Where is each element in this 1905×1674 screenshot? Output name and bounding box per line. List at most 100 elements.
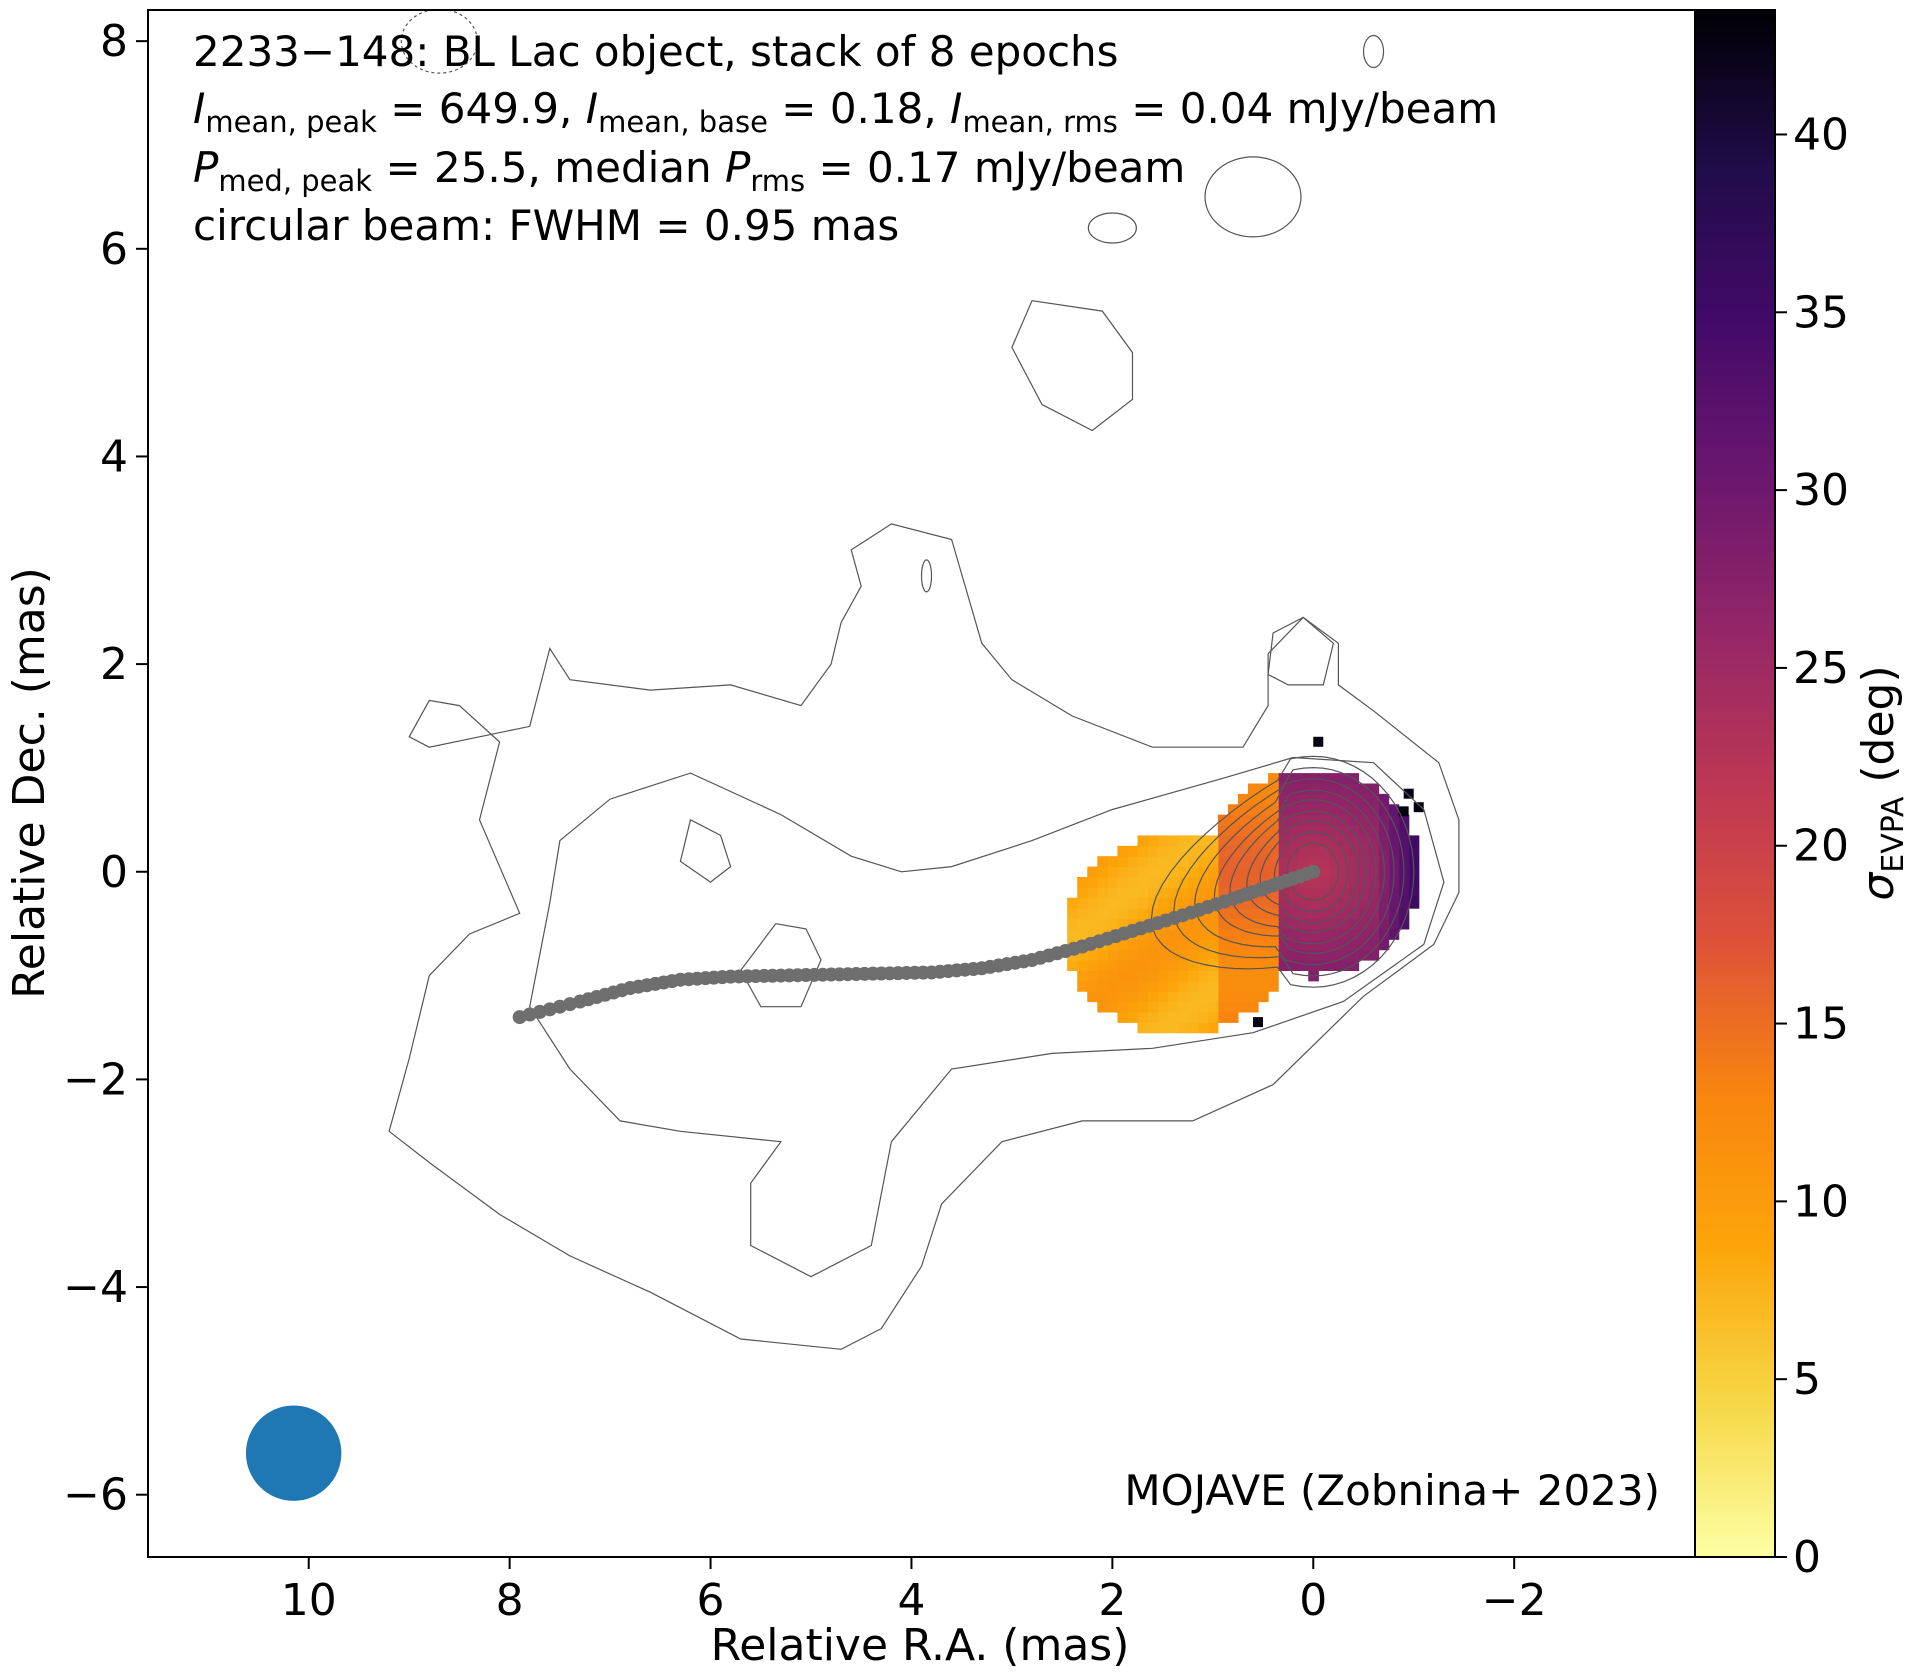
evpa-pixel <box>1167 835 1179 847</box>
evpa-pixel <box>1288 804 1299 816</box>
evpa-pixel <box>1147 1022 1159 1034</box>
evpa-pixel <box>1288 887 1299 899</box>
evpa-pixel <box>1117 991 1129 1003</box>
evpa-pixel <box>1288 835 1299 847</box>
evpa-pixel <box>1147 1001 1159 1013</box>
evpa-pixel <box>1258 835 1269 847</box>
evpa-pixel <box>1237 970 1249 982</box>
colorbar-ticks: 0 5 10 15 20 25 30 35 40 <box>1775 109 1849 1583</box>
evpa-pixel <box>1328 908 1339 920</box>
evpa-pixel <box>1067 928 1078 940</box>
evpa-pixel <box>1087 887 1098 899</box>
evpa-pixel <box>1288 773 1299 785</box>
evpa-pixel <box>1127 887 1139 899</box>
evpa-pixel <box>1237 866 1249 878</box>
evpa-pixel <box>1217 970 1229 982</box>
evpa-pixel <box>1147 960 1159 971</box>
evpa-pixel <box>1308 845 1319 857</box>
evpa-pixel <box>1157 887 1169 899</box>
colorbar-tick-label: 30 <box>1793 465 1849 516</box>
evpa-pixel <box>1187 845 1199 857</box>
evpa-pixel <box>1308 918 1319 930</box>
evpa-pixel <box>1147 856 1159 868</box>
evpa-pixel <box>1378 887 1390 899</box>
polarization-stats-line: Pmed, peak = 25.5, median Prms = 0.17 mJ… <box>193 143 1185 198</box>
evpa-pixel <box>1318 804 1329 816</box>
evpa-pixel <box>1288 918 1299 930</box>
x-tick-label: 6 <box>697 1575 725 1626</box>
evpa-pixel <box>1378 793 1390 805</box>
y-tick-label: 8 <box>100 16 128 67</box>
evpa-pixel <box>1348 804 1360 816</box>
evpa-pixel <box>1268 970 1279 982</box>
evpa-pixel <box>1227 835 1239 847</box>
evpa-pixel <box>1403 788 1414 799</box>
evpa-pixel <box>1268 980 1279 992</box>
evpa-pixel <box>1167 866 1179 878</box>
evpa-pixel <box>1388 897 1400 909</box>
evpa-pixel <box>1288 897 1299 909</box>
evpa-pixel <box>1207 991 1219 1003</box>
evpa-pixel <box>1067 897 1078 909</box>
evpa-pixel <box>1137 887 1149 899</box>
evpa-pixel <box>1358 814 1370 826</box>
evpa-pixel <box>1137 949 1149 961</box>
evpa-pixel <box>1348 825 1360 837</box>
evpa-pixel <box>1338 897 1350 909</box>
evpa-pixel <box>1258 970 1269 982</box>
evpa-pixel <box>1278 793 1289 805</box>
evpa-pixel <box>1207 1001 1219 1013</box>
evpa-pixel <box>1087 991 1098 1003</box>
evpa-pixel <box>1328 887 1339 899</box>
evpa-pixel <box>1247 845 1259 857</box>
evpa-pixel <box>1117 845 1129 857</box>
evpa-pixel <box>1258 814 1269 826</box>
colorbar-tick-label: 35 <box>1793 287 1849 338</box>
evpa-pixel <box>1217 814 1229 826</box>
evpa-pixel <box>1147 928 1159 940</box>
evpa-pixel <box>1247 939 1259 951</box>
evpa-pixel <box>1318 949 1329 961</box>
evpa-pixel <box>1207 908 1219 920</box>
evpa-pixel <box>1368 856 1380 868</box>
evpa-pixel <box>1147 897 1159 909</box>
evpa-pixel <box>1268 887 1279 899</box>
evpa-pixel <box>1288 939 1299 951</box>
evpa-pixel <box>1197 887 1209 899</box>
evpa-pixel <box>1328 793 1339 805</box>
evpa-pixel <box>1298 845 1309 857</box>
evpa-pixel <box>1227 928 1239 940</box>
evpa-pixel <box>1197 970 1209 982</box>
evpa-pixel <box>1308 939 1319 951</box>
evpa-pixel <box>1127 960 1139 971</box>
evpa-pixel <box>1127 856 1139 868</box>
evpa-pixel <box>1413 802 1424 813</box>
evpa-pixel <box>1308 835 1319 847</box>
colorbar-tick-label: 40 <box>1793 109 1849 160</box>
evpa-pixel <box>1207 876 1219 888</box>
contour-island <box>679 818 732 883</box>
evpa-pixel <box>1288 825 1299 837</box>
contour-negative <box>400 10 478 74</box>
contour-core-level <box>1229 799 1377 945</box>
evpa-pixel <box>1358 856 1370 868</box>
evpa-pixel <box>1298 939 1309 951</box>
evpa-pixel <box>1348 876 1360 888</box>
colorbar-tick-label: 20 <box>1793 821 1849 872</box>
evpa-pixel <box>1328 866 1339 878</box>
evpa-pixel <box>1157 876 1169 888</box>
evpa-pixel <box>1328 773 1339 785</box>
chart-title: 2233−148: BL Lac object, stack of 8 epoc… <box>193 27 1119 76</box>
evpa-pixel <box>1147 887 1159 899</box>
evpa-pixel <box>1288 783 1299 795</box>
evpa-pixel <box>1318 835 1329 847</box>
colorbar-tick-label: 10 <box>1793 1176 1849 1227</box>
intensity-stats-line: Imean, peak = 649.9, Imean, base = 0.18,… <box>193 84 1498 139</box>
evpa-pixel <box>1247 980 1259 992</box>
evpa-pixel <box>1278 856 1289 868</box>
evpa-pixel <box>1107 970 1118 982</box>
evpa-pixel <box>1358 876 1370 888</box>
evpa-pixel <box>1318 887 1329 899</box>
evpa-pixel <box>1313 736 1324 747</box>
